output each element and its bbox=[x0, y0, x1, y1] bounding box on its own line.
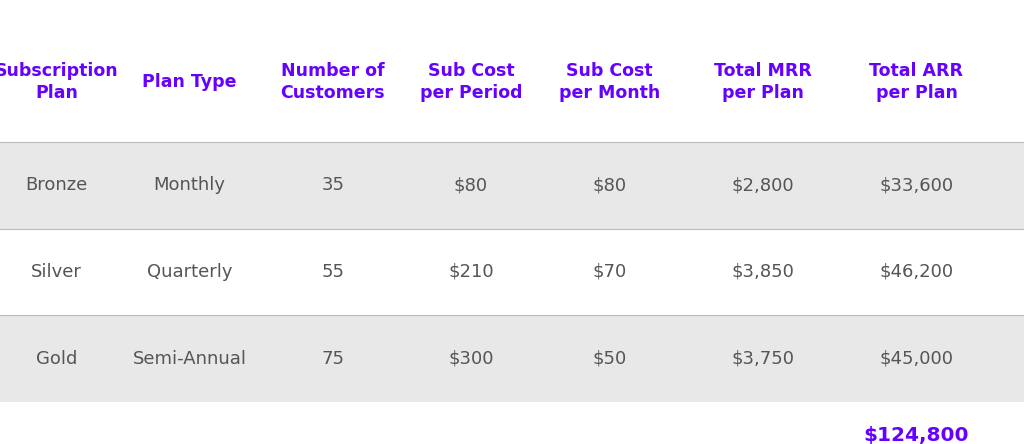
Text: $45,000: $45,000 bbox=[880, 349, 953, 368]
Text: $124,800: $124,800 bbox=[863, 426, 970, 444]
Text: 35: 35 bbox=[322, 176, 344, 194]
Text: Gold: Gold bbox=[36, 349, 77, 368]
Text: $2,800: $2,800 bbox=[731, 176, 795, 194]
Bar bbox=[0, 315, 1024, 402]
Text: $70: $70 bbox=[592, 263, 627, 281]
Text: Total ARR
per Plan: Total ARR per Plan bbox=[869, 62, 964, 102]
Text: $50: $50 bbox=[592, 349, 627, 368]
Text: Plan Type: Plan Type bbox=[142, 73, 237, 91]
Text: $80: $80 bbox=[454, 176, 488, 194]
Text: $33,600: $33,600 bbox=[880, 176, 953, 194]
Text: Silver: Silver bbox=[31, 263, 82, 281]
Bar bbox=[0, 142, 1024, 229]
Text: Number of
Customers: Number of Customers bbox=[281, 62, 385, 102]
Text: Quarterly: Quarterly bbox=[146, 263, 232, 281]
Text: Semi-Annual: Semi-Annual bbox=[132, 349, 247, 368]
Text: $3,850: $3,850 bbox=[731, 263, 795, 281]
Text: $300: $300 bbox=[449, 349, 494, 368]
Text: $46,200: $46,200 bbox=[880, 263, 953, 281]
Text: Monthly: Monthly bbox=[154, 176, 225, 194]
Text: Subscription
Plan: Subscription Plan bbox=[0, 62, 118, 102]
Text: Sub Cost
per Period: Sub Cost per Period bbox=[420, 62, 522, 102]
Text: $210: $210 bbox=[449, 263, 494, 281]
Text: Bronze: Bronze bbox=[26, 176, 87, 194]
Text: $3,750: $3,750 bbox=[731, 349, 795, 368]
Text: Total MRR
per Plan: Total MRR per Plan bbox=[714, 62, 812, 102]
Bar bbox=[0, 229, 1024, 315]
Text: 55: 55 bbox=[322, 263, 344, 281]
Text: $80: $80 bbox=[592, 176, 627, 194]
Text: Sub Cost
per Month: Sub Cost per Month bbox=[559, 62, 659, 102]
Text: 75: 75 bbox=[322, 349, 344, 368]
